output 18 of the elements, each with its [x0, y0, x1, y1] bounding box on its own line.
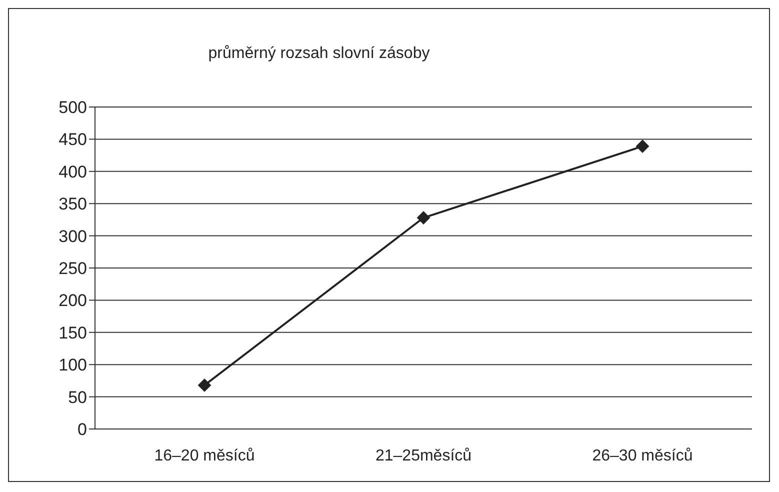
x-tick-label: 26–30 měsíců [592, 447, 693, 464]
chart-title: průměrný rozsah slovní zásoby [207, 45, 431, 63]
x-tick-label: 21–25měsíců [375, 447, 472, 464]
y-tick-label: 100 [58, 356, 87, 375]
y-tick-label: 350 [58, 194, 87, 214]
point [636, 140, 649, 153]
y-tick-label: 0 [78, 420, 87, 440]
y-tick-label: 150 [58, 323, 87, 342]
y-tick-label: 50 [68, 388, 87, 407]
y-tick-label: 400 [58, 162, 87, 182]
point [417, 211, 430, 224]
y-tick-label: 200 [58, 291, 87, 310]
y-tick-label: 450 [58, 130, 87, 150]
y-tick-label: 250 [58, 259, 87, 278]
point [198, 378, 211, 392]
y-tick-label: 500 [58, 98, 87, 118]
x-tick-label: 16–20 měsíců [154, 447, 255, 464]
y-tick-label: 300 [58, 226, 87, 246]
